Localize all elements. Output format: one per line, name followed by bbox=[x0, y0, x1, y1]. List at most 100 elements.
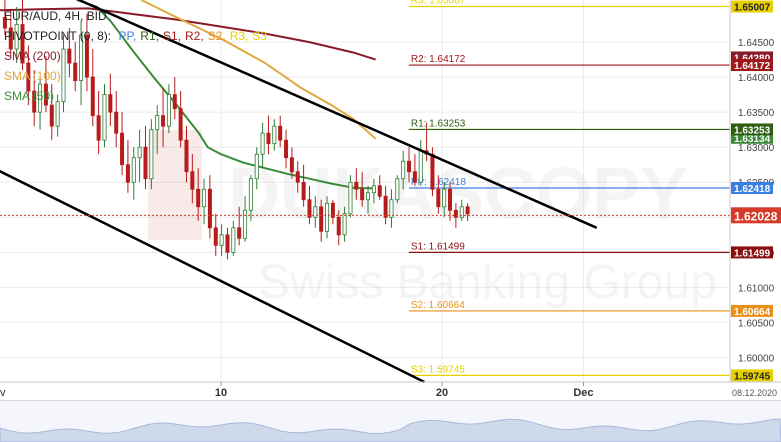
candle bbox=[231, 220, 236, 256]
pivot-price-tag-s3-text: 1.59745 bbox=[734, 371, 771, 382]
candle-body bbox=[442, 188, 447, 208]
candle-body bbox=[38, 83, 43, 113]
candle bbox=[307, 185, 312, 225]
candle-body bbox=[155, 115, 160, 131]
moving-averages bbox=[0, 0, 377, 190]
candle-body bbox=[313, 206, 318, 218]
candle-body bbox=[377, 185, 382, 197]
candle-body bbox=[307, 199, 312, 218]
channel-line-upper[interactable] bbox=[0, 0, 598, 229]
sma-50-line bbox=[77, 0, 376, 190]
candle bbox=[401, 150, 406, 190]
candle bbox=[336, 210, 341, 246]
candle bbox=[366, 185, 371, 214]
legend: EUR/AUD, 4H, BID PIVOTPOINT (0, 8): PP, R… bbox=[4, 9, 267, 103]
candle bbox=[248, 175, 253, 221]
watermark-tagline: Swiss Banking Group bbox=[258, 256, 717, 309]
candle bbox=[190, 154, 195, 204]
candle bbox=[436, 175, 441, 214]
candle-body bbox=[459, 206, 464, 218]
candle-body bbox=[336, 216, 341, 236]
y-tick-label: 1.64500 bbox=[738, 38, 775, 49]
pivot-price-tag-s1-text: 1.61499 bbox=[734, 248, 771, 259]
candle bbox=[383, 185, 388, 225]
candle bbox=[26, 45, 31, 106]
candle bbox=[459, 199, 464, 221]
candle-body bbox=[301, 181, 306, 201]
candle bbox=[32, 70, 37, 127]
pivot-price-tag-r1-text: 1.63253 bbox=[734, 125, 771, 136]
candle bbox=[448, 182, 453, 221]
candle-body bbox=[49, 104, 54, 127]
candle bbox=[55, 94, 60, 137]
candle-body bbox=[278, 125, 283, 141]
candle bbox=[20, 0, 25, 71]
candle-body bbox=[149, 129, 154, 180]
trend-channel[interactable] bbox=[0, 0, 598, 384]
candle-body bbox=[61, 48, 66, 103]
candle-body bbox=[196, 188, 201, 208]
sma-legend-item: SMA (50) bbox=[4, 89, 54, 103]
candle bbox=[254, 147, 259, 190]
y-tick-label: 1.64000 bbox=[738, 73, 775, 84]
channel-line-lower[interactable] bbox=[0, 165, 425, 384]
candle-body bbox=[67, 48, 72, 64]
candle bbox=[348, 175, 353, 218]
candle bbox=[342, 206, 347, 242]
x-tick-label: 20 bbox=[436, 387, 448, 399]
candle bbox=[2, 0, 7, 36]
candle bbox=[61, 35, 66, 113]
candle bbox=[360, 171, 365, 207]
candle bbox=[79, 21, 84, 106]
candle-body bbox=[348, 181, 353, 215]
candle-body bbox=[131, 157, 136, 183]
candle-body bbox=[248, 178, 253, 211]
sma-legend-item: SMA (100) bbox=[4, 69, 61, 83]
candle bbox=[377, 175, 382, 200]
candle bbox=[395, 175, 400, 204]
candle-body bbox=[102, 94, 107, 141]
candle-body bbox=[43, 83, 48, 106]
pivot-price-tag-pp-box bbox=[731, 181, 773, 194]
candle bbox=[143, 126, 148, 190]
pivot-price-tag-s1-box bbox=[731, 246, 773, 259]
candle bbox=[330, 199, 335, 225]
candle bbox=[149, 119, 154, 190]
x-date-label: 08.12.2020 bbox=[732, 388, 777, 398]
candle bbox=[295, 161, 300, 193]
candlesticks bbox=[2, 0, 470, 260]
pivot-price-tag-pp-text: 1.62418 bbox=[734, 184, 771, 195]
candle-body bbox=[266, 132, 271, 145]
candle bbox=[102, 84, 107, 148]
candle bbox=[266, 115, 271, 155]
candle-body bbox=[120, 132, 125, 166]
candle-body bbox=[401, 160, 406, 180]
candle bbox=[120, 112, 125, 176]
candle bbox=[325, 196, 330, 239]
x-tick-label: 10 bbox=[215, 387, 227, 399]
candle-body bbox=[225, 234, 230, 253]
current-price-tag-box bbox=[731, 207, 781, 224]
candle bbox=[301, 164, 306, 207]
candle-body bbox=[295, 171, 300, 183]
navigator[interactable] bbox=[0, 400, 781, 442]
pivot-price-tag-r3-text: 1.65007 bbox=[734, 3, 771, 14]
candle bbox=[453, 203, 458, 228]
candle-body bbox=[14, 24, 19, 50]
candle-body bbox=[26, 62, 31, 92]
candle bbox=[90, 49, 95, 127]
candle-body bbox=[125, 164, 130, 183]
pivot-price-tag-s2-box bbox=[731, 304, 773, 317]
candle bbox=[260, 122, 265, 169]
candle-body bbox=[272, 125, 277, 145]
pivot-price-tag-s3-box bbox=[731, 369, 773, 382]
candle bbox=[371, 178, 376, 204]
pivot-legend-item: R1, bbox=[140, 29, 159, 43]
candle-body bbox=[108, 94, 113, 113]
plot-area bbox=[0, 0, 730, 382]
pivot-label-r3: R3: 1.65007 bbox=[411, 0, 466, 7]
candle bbox=[237, 206, 242, 246]
candle-body bbox=[465, 206, 470, 215]
candle bbox=[184, 126, 189, 183]
